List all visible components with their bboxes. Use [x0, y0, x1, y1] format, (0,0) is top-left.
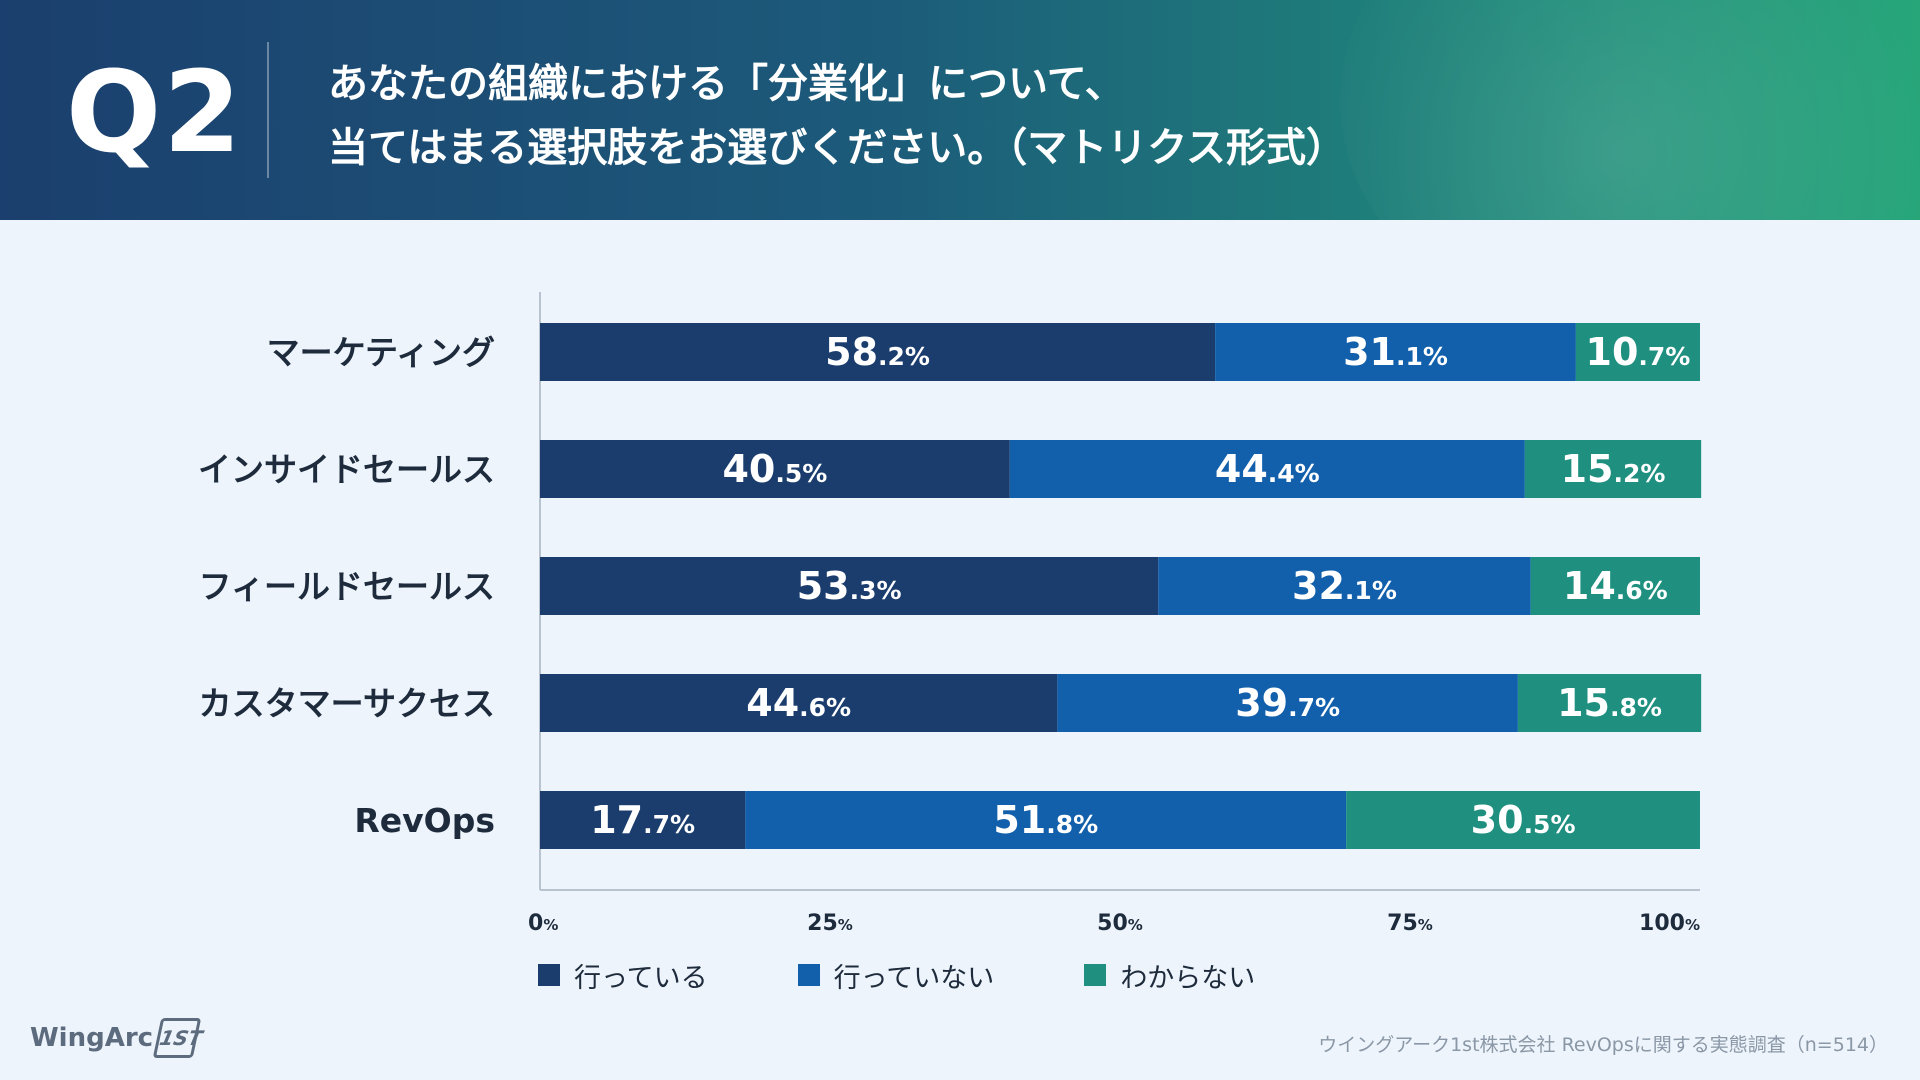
bar-segment-doing [540, 557, 1159, 615]
question-number: Q2 [66, 48, 244, 178]
data-label: 17.7% [590, 798, 695, 842]
data-label: 44.6% [746, 681, 851, 725]
bar-segment-doing [540, 674, 1058, 732]
x-tick-label: 50% [1097, 911, 1143, 936]
x-tick-label: 75% [1387, 911, 1433, 936]
data-label: 10.7% [1586, 330, 1691, 374]
bar-segment-doing [540, 791, 746, 849]
category-label: インサイドセールス [198, 450, 495, 489]
bar-segment-not-doing [1009, 440, 1525, 498]
legend-item-unknown: わからない [1084, 956, 1255, 995]
legend-item-not-doing: 行っていない [797, 956, 995, 995]
header-divider [267, 42, 269, 178]
company-logo: WingArc 1ST [30, 1016, 205, 1060]
question-line-2: 当てはまる選択肢をお選びください。（マトリクス形式） [328, 125, 1346, 171]
x-tick-label: 0% [528, 911, 558, 936]
data-label: 15.8% [1557, 681, 1662, 725]
source-note: ウイングアーク1st株式会社 RevOpsに関する実態調査（n=514） [1318, 1034, 1888, 1056]
chart-legend: 行っている 行っていない わからない [538, 955, 1345, 995]
bar-segment-not-doing [1215, 323, 1576, 381]
bar-segment-not-doing [1158, 557, 1531, 615]
header-banner: Q2 あなたの組織における「分業化」について、 当てはまる選択肢をお選びください… [0, 0, 1920, 220]
question-line-1: あなたの組織における「分業化」について、 [328, 61, 1125, 107]
data-label: 15.2% [1561, 447, 1666, 491]
bar-segment-unknown [1517, 674, 1702, 732]
data-label: 39.7% [1235, 681, 1340, 725]
legend-label-unknown: わからない [1120, 962, 1256, 994]
legend-swatch-not-doing [797, 964, 820, 986]
x-tick-label: 100% [1639, 911, 1700, 936]
category-label: マーケティング [267, 333, 495, 372]
bar-segment-doing [540, 323, 1216, 381]
bar-segment-unknown [1524, 440, 1702, 498]
category-label: カスタマーサクセス [199, 684, 495, 723]
legend-item-doing: 行っている [538, 956, 708, 995]
data-label: 53.3% [797, 564, 902, 608]
category-label: RevOps [354, 801, 495, 840]
data-label: 31.1% [1343, 330, 1448, 374]
x-tick-label: 25% [807, 911, 853, 936]
bar-segment-doing [540, 440, 1010, 498]
chart-area: マーケティング 58.2% 31.1% 10.7% インサイドセールス 40.5% 44.4… [0, 220, 1920, 1080]
legend-label-doing: 行っている [574, 962, 708, 994]
bar-segment-unknown [1530, 557, 1700, 615]
legend-swatch-doing [538, 964, 560, 986]
data-label: 58.2% [825, 330, 930, 374]
legend-swatch-unknown [1084, 964, 1107, 986]
logo-mark: 1ST [152, 1018, 205, 1058]
stacked-bar-chart: マーケティング 58.2% 31.1% 10.7% インサイドセールス 40.5% 44.4… [198, 292, 1702, 936]
decorative-wave [1340, 0, 1920, 220]
data-label: 30.5% [1471, 798, 1576, 842]
data-label: 32.1% [1292, 564, 1397, 608]
question-text: あなたの組織における「分業化」について、 当てはまる選択肢をお選びください。（マ… [328, 52, 1728, 180]
category-label: フィールドセールス [199, 567, 495, 606]
bar-segment-unknown [1346, 791, 1700, 849]
bar-segment-not-doing [1057, 674, 1518, 732]
data-label: 51.8% [993, 798, 1098, 842]
legend-label-not-doing: 行っていない [833, 962, 995, 994]
bar-segment-unknown [1575, 323, 1700, 381]
logo-text: WingArc [30, 1023, 154, 1053]
data-label: 44.4% [1215, 447, 1320, 491]
data-label: 14.6% [1563, 564, 1668, 608]
data-label: 40.5% [722, 447, 827, 491]
bar-segment-not-doing [745, 791, 1347, 849]
